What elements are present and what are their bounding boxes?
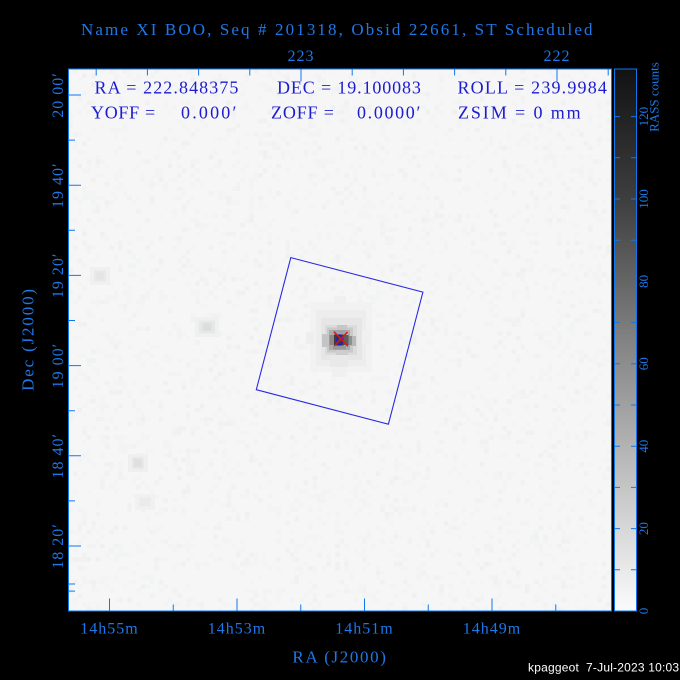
svg-text:18 40′: 18 40′	[50, 433, 67, 479]
svg-text:Name XI BOO, Seq # 201318, Obs: Name XI BOO, Seq # 201318, Obsid 22661, …	[81, 20, 595, 39]
svg-text:20: 20	[636, 522, 651, 535]
svg-text:0: 0	[636, 608, 651, 615]
svg-text:19 00′: 19 00′	[50, 343, 67, 389]
svg-text:60: 60	[636, 357, 651, 370]
svg-text:YOFF =: YOFF =	[91, 103, 156, 123]
svg-text:RA = 222.848375: RA = 222.848375	[95, 78, 240, 98]
svg-text:40: 40	[636, 440, 651, 453]
svg-text:ROLL = 239.9984: ROLL = 239.9984	[458, 78, 609, 98]
svg-text:19 40′: 19 40′	[50, 162, 67, 208]
svg-text:222: 222	[544, 48, 571, 65]
svg-text:19 20′: 19 20′	[50, 253, 67, 299]
svg-text:14h49m: 14h49m	[463, 621, 521, 638]
svg-text:0.000′: 0.000′	[181, 103, 239, 123]
svg-text:14h51m: 14h51m	[335, 621, 393, 638]
svg-text:ZSIM = 0 mm: ZSIM = 0 mm	[458, 103, 583, 123]
svg-text:14h53m: 14h53m	[208, 621, 266, 638]
svg-text:ZOFF =: ZOFF =	[271, 103, 335, 123]
svg-text:Dec (J2000): Dec (J2000)	[19, 287, 38, 391]
svg-text:120: 120	[636, 107, 651, 127]
svg-text:20 00′: 20 00′	[50, 72, 67, 118]
svg-text:DEC = 19.100083: DEC = 19.100083	[277, 78, 422, 98]
svg-text:100: 100	[636, 189, 651, 209]
svg-text:223: 223	[288, 48, 315, 65]
svg-text:14h55m: 14h55m	[80, 621, 138, 638]
svg-text:80: 80	[636, 275, 651, 288]
svg-text:kpaggeot 7-Jul-2023 10:03: kpaggeot 7-Jul-2023 10:03	[528, 661, 679, 675]
svg-text:18 20′: 18 20′	[50, 523, 67, 569]
svg-text:RA (J2000): RA (J2000)	[292, 648, 387, 667]
svg-text:RASS counts: RASS counts	[647, 62, 662, 132]
svg-text:0.0000′: 0.0000′	[357, 103, 422, 123]
